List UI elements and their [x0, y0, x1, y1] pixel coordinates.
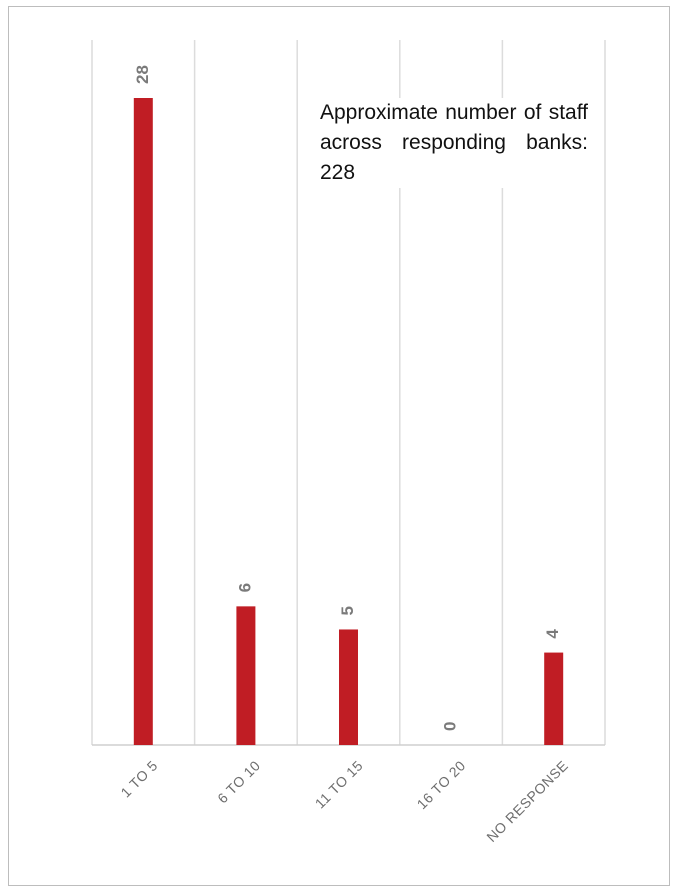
data-label: 4: [543, 629, 562, 639]
x-tick-label: 6 TO 10: [214, 757, 263, 806]
data-label: 5: [338, 606, 357, 615]
chart-annotation: Approximate number of staff across respo…: [320, 98, 588, 188]
bar-1: [236, 606, 256, 745]
x-tick-label: 16 TO 20: [414, 757, 469, 812]
bar-2: [339, 629, 358, 745]
x-tick-label: 1 TO 5: [117, 757, 160, 800]
x-tick-label: NO RESPONSE: [483, 757, 571, 845]
bar-4: [544, 652, 564, 745]
data-label: 6: [235, 583, 254, 592]
bar-0: [133, 98, 153, 745]
data-label: 0: [441, 722, 460, 731]
x-tick-label: 11 TO 15: [312, 757, 366, 811]
data-label: 28: [133, 65, 152, 84]
